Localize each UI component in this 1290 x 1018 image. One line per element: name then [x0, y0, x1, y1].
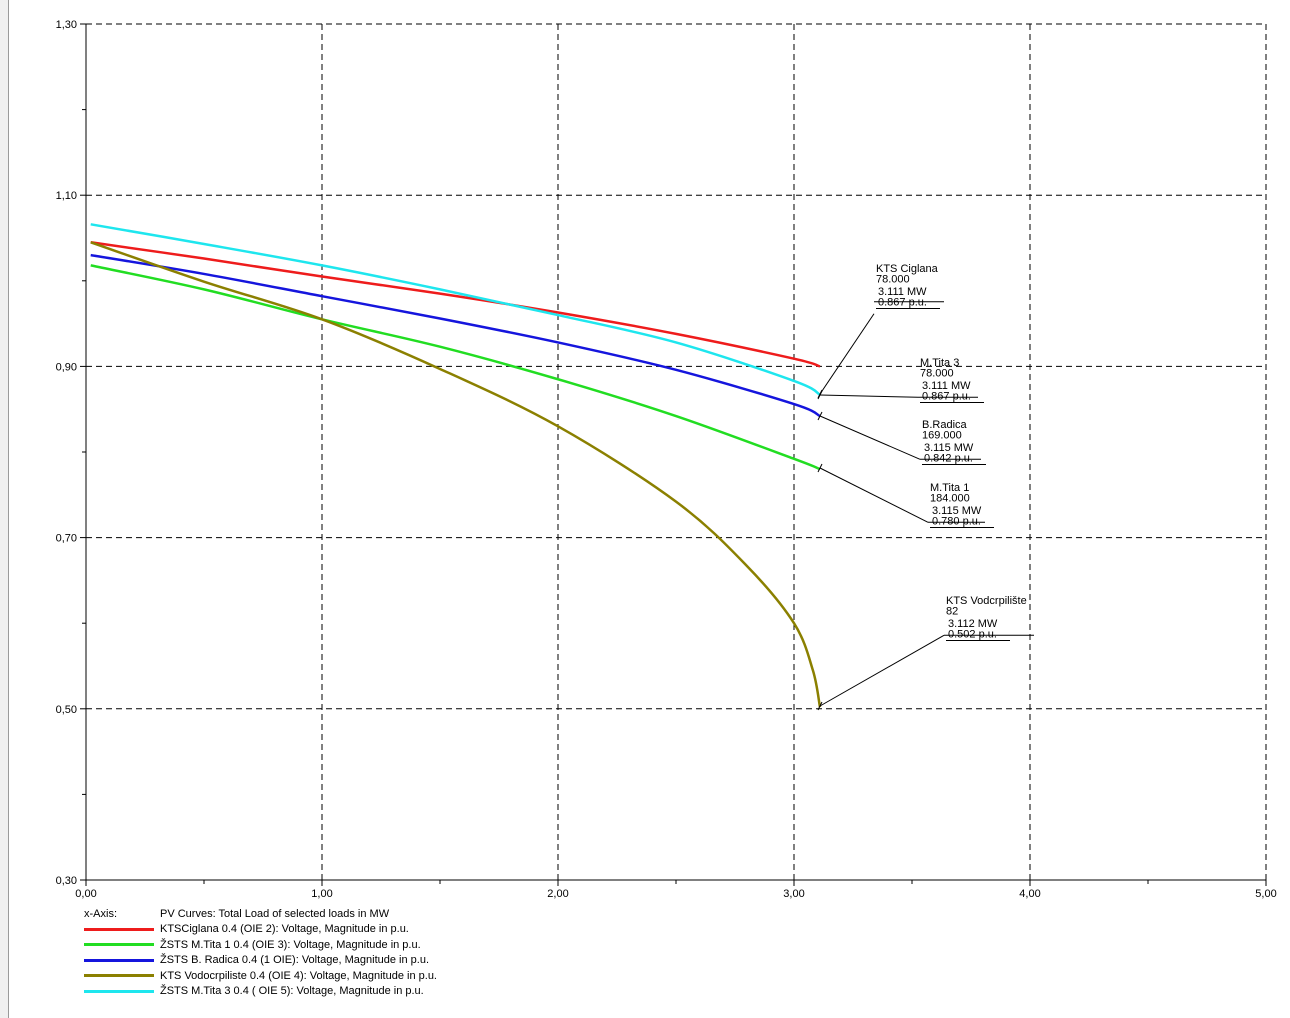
- series-line-4: [90, 223, 821, 396]
- legend: x-Axis: PV Curves: Total Load of selecte…: [84, 906, 437, 999]
- annotation-text: KTS Ciglana: [876, 263, 939, 275]
- x-axis-legend-label: x-Axis:: [84, 907, 117, 920]
- legend-label: ŽSTS M.Tita 1 0.4 (OIE 3): Voltage, Magn…: [160, 938, 421, 951]
- annotation-text: M.Tita 1: [930, 482, 969, 494]
- annotation-leader: [819, 394, 919, 398]
- legend-x-axis-row: x-Axis: PV Curves: Total Load of selecte…: [84, 906, 437, 922]
- legend-entry-mtita3: ŽSTS M.Tita 3 0.4 ( OIE 5): Voltage, Mag…: [84, 984, 437, 1000]
- x-tick-label: 4,00: [1019, 888, 1040, 900]
- annotation-text: 3.111 MW: [922, 380, 971, 392]
- y-tick-label: 0,30: [56, 875, 77, 887]
- legend-label: KTSCiglana 0.4 (OIE 2): Voltage, Magnitu…: [160, 923, 409, 936]
- annotation-text: M.Tita 3: [920, 357, 959, 369]
- series-line-3: [90, 241, 822, 708]
- annotation-text: 82: [946, 606, 958, 618]
- pv-curve-chart: 0,00 1,00 2,00 3,00 4,00 5,00 0,30 0,50 0,70 0,9…: [56, 19, 1277, 900]
- legend-key: [84, 943, 154, 947]
- legend-entry-bradica: ŽSTS B. Radica 0.4 (1 OIE): Voltage, Mag…: [84, 953, 437, 969]
- annotation-leader: [819, 313, 875, 395]
- axes: [85, 24, 1266, 881]
- annotation-text: 0.842 p.u.: [924, 453, 973, 465]
- annotation-text: 3.115 MW: [924, 442, 974, 454]
- y-tick-label: 1,10: [56, 190, 77, 202]
- minor-ticks: [80, 23, 1267, 886]
- annotation-marker: [817, 411, 823, 421]
- y-tick-labels: 0,30 0,50 0,70 0,90 1,10 1,30: [56, 19, 77, 887]
- x-tick-label: 3,00: [783, 888, 804, 900]
- legend-key: [84, 927, 154, 931]
- x-tick-labels: 0,00 1,00 2,00 3,00 4,00 5,00: [75, 888, 1276, 900]
- x-tick-label: 1,00: [311, 888, 332, 900]
- annotation-marker: [817, 390, 823, 400]
- grid-lines: [86, 23, 1267, 880]
- legend-key: [84, 989, 154, 993]
- x-tick-label: 0,00: [75, 888, 96, 900]
- annotation-leader: [819, 467, 929, 523]
- y-tick-label: 0,50: [56, 704, 77, 716]
- legend-label: ŽSTS M.Tita 3 0.4 ( OIE 5): Voltage, Mag…: [160, 985, 424, 998]
- legend-label: KTS Vodocrpiliste 0.4 (OIE 4): Voltage, …: [160, 969, 437, 982]
- annotation-text: 169.000: [922, 430, 962, 442]
- annotation-text: KTS Vodcrpilište: [946, 595, 1027, 607]
- annotation-text: 0.780 p.u.: [932, 516, 981, 528]
- legend-key: [84, 974, 154, 978]
- legend-entry-mtita1: ŽSTS M.Tita 1 0.4 (OIE 3): Voltage, Magn…: [84, 937, 437, 953]
- annotation-marker: [817, 701, 823, 711]
- annotation-text: 0.867 p.u.: [878, 297, 927, 309]
- x-tick-label: 2,00: [547, 888, 568, 900]
- annotation-text: 78.000: [920, 368, 954, 380]
- legend-label: ŽSTS B. Radica 0.4 (1 OIE): Voltage, Mag…: [160, 954, 430, 967]
- annotation-text: 3.111 MW: [878, 286, 927, 298]
- annotation-text: 0.867 p.u.: [922, 391, 971, 403]
- annotation-leader: [819, 415, 921, 460]
- annotation-marker: [817, 463, 823, 473]
- series-line-2: [90, 253, 821, 418]
- annotation-text: 3.112 MW: [948, 618, 998, 630]
- series-line-0: [90, 241, 821, 368]
- annotation-text: 184.000: [930, 493, 970, 505]
- window-left-border: [0, 0, 9, 1018]
- y-tick-label: 1,30: [56, 19, 77, 31]
- annotation-leader: [819, 634, 945, 707]
- series-lines: [90, 223, 822, 708]
- y-tick-label: 0,70: [56, 533, 77, 545]
- series-line-1: [90, 264, 821, 471]
- legend-key: [84, 958, 154, 962]
- annotation-text: 78.000: [876, 274, 910, 286]
- x-tick-label: 5,00: [1255, 888, 1276, 900]
- y-tick-label: 0,90: [56, 361, 77, 373]
- annotation-text: B.Radica: [922, 419, 968, 431]
- annotation-text: 3.115 MW: [932, 505, 982, 517]
- x-axis-legend-text: PV Curves: Total Load of selected loads …: [160, 907, 390, 920]
- annotation-text: 0.502 p.u.: [948, 629, 997, 641]
- legend-entry-vodocrpiliste: KTS Vodocrpiliste 0.4 (OIE 4): Voltage, …: [84, 968, 437, 984]
- legend-entry-ktsciglana: KTSCiglana 0.4 (OIE 2): Voltage, Magnitu…: [84, 922, 437, 938]
